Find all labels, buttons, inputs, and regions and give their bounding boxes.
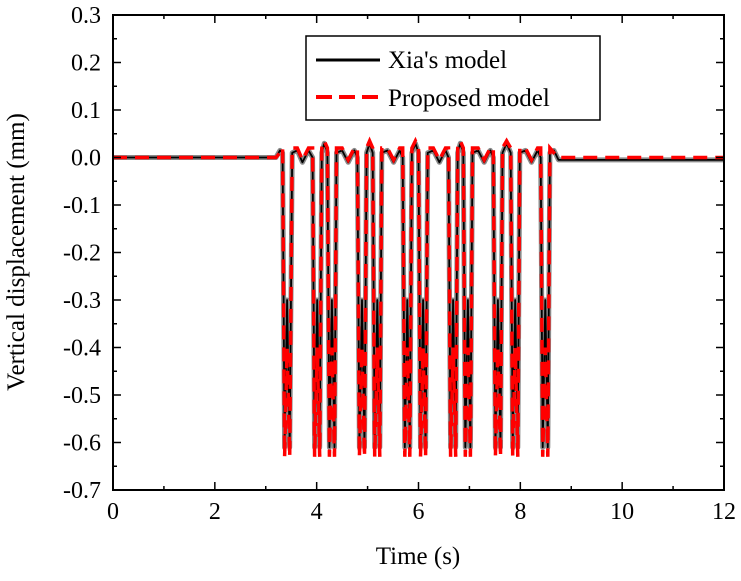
y-tick-label: 0.0 — [71, 146, 101, 172]
y-tick-label: -0.5 — [63, 383, 101, 409]
x-tick-label: 10 — [610, 499, 634, 525]
y-tick-label: 0.1 — [71, 98, 101, 124]
y-tick-label: -0.6 — [63, 431, 101, 457]
y-tick-label: 0.2 — [71, 51, 101, 77]
x-tick-label: 0 — [107, 499, 119, 525]
legend: Xia's model Proposed model — [305, 35, 601, 121]
series-proposed-model-line — [113, 136, 724, 457]
x-axis-label: Time (s) — [376, 543, 461, 570]
y-tick-label: -0.3 — [63, 288, 101, 314]
y-tick-label: 0.3 — [71, 3, 101, 29]
y-tick-label: -0.7 — [63, 478, 101, 504]
x-tick-label: 6 — [413, 499, 425, 525]
y-tick-label: -0.2 — [63, 241, 101, 267]
y-tick-label: -0.4 — [63, 336, 101, 362]
ticks-layer: 0 2 4 6 8 10 12 0.3 0.2 0.1 0.0 -0.1 -0.2 -0.3 -0.4 -0.… — [63, 3, 736, 525]
legend-box — [305, 35, 601, 121]
y-axis-label: Vertical displacement (mm) — [3, 113, 30, 391]
x-tick-label: 2 — [209, 499, 221, 525]
x-tick-label: 4 — [311, 499, 323, 525]
series-layer — [113, 136, 724, 457]
y-tick-label: -0.1 — [63, 193, 101, 219]
legend-label-xia: Xia's model — [388, 47, 507, 74]
x-tick-label: 8 — [514, 499, 526, 525]
legend-label-proposed: Proposed model — [388, 85, 550, 112]
x-tick-label: 12 — [712, 499, 736, 525]
